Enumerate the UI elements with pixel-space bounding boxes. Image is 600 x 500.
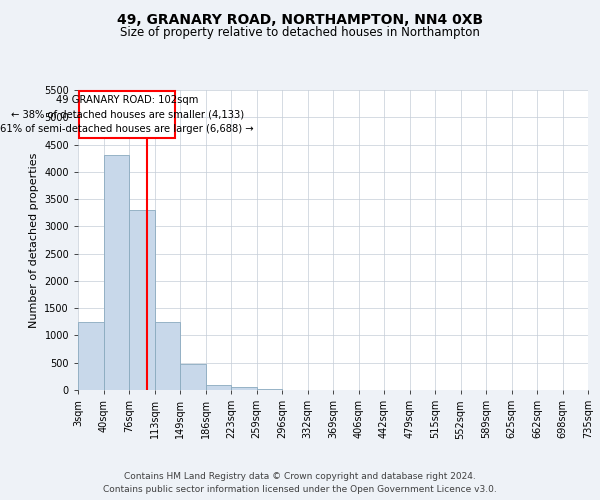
Text: Contains public sector information licensed under the Open Government Licence v3: Contains public sector information licen… (103, 485, 497, 494)
FancyBboxPatch shape (79, 91, 175, 138)
Text: 49 GRANARY ROAD: 102sqm
← 38% of detached houses are smaller (4,133)
61% of semi: 49 GRANARY ROAD: 102sqm ← 38% of detache… (0, 94, 254, 134)
Bar (231, 388, 257, 390)
Text: 49, GRANARY ROAD, NORTHAMPTON, NN4 0XB: 49, GRANARY ROAD, NORTHAMPTON, NN4 0XB (117, 12, 483, 26)
Bar (104, 156, 129, 390)
Bar (205, 384, 231, 390)
Text: Contains HM Land Registry data © Crown copyright and database right 2024.: Contains HM Land Registry data © Crown c… (124, 472, 476, 481)
Y-axis label: Number of detached properties: Number of detached properties (29, 152, 38, 328)
Bar (180, 364, 205, 390)
Bar (155, 322, 180, 390)
Text: Size of property relative to detached houses in Northampton: Size of property relative to detached ho… (120, 26, 480, 39)
Bar (129, 210, 155, 390)
Bar (78, 322, 104, 390)
